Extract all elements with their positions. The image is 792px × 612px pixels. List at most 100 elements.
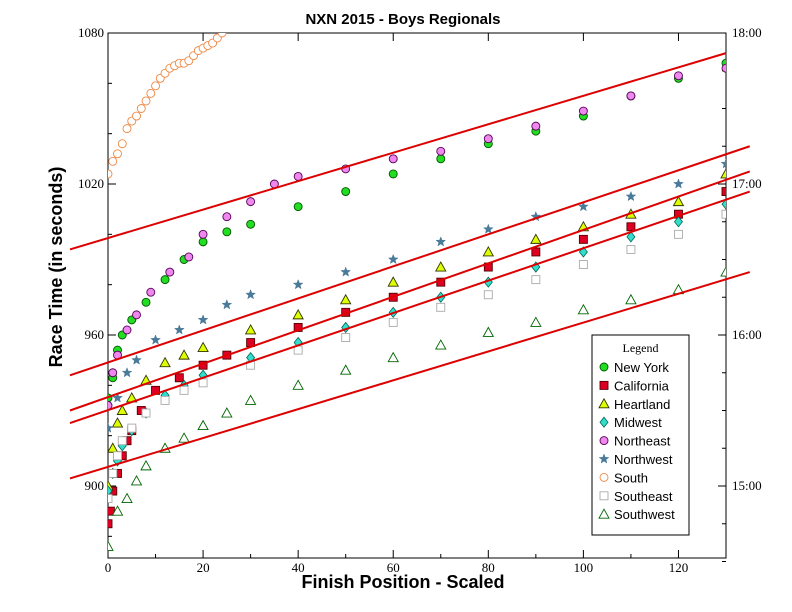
- data-point: [625, 190, 637, 202]
- x-tick-label: 40: [292, 560, 305, 575]
- data-point: [721, 63, 726, 73]
- legend-label: Northwest: [614, 452, 673, 467]
- data-point: [387, 351, 399, 363]
- data-point: [150, 334, 161, 345]
- data-point: [293, 171, 303, 181]
- data-point: [388, 317, 398, 327]
- x-tick-label: 100: [574, 560, 594, 575]
- data-point: [244, 324, 257, 335]
- trend-line: [69, 271, 751, 480]
- data-point: [387, 253, 399, 265]
- data-point: [131, 354, 142, 365]
- data-point: [111, 417, 124, 428]
- legend-label: Southeast: [614, 489, 673, 504]
- data-point: [246, 197, 256, 207]
- trend-lines: [69, 52, 751, 480]
- data-point: [339, 293, 352, 305]
- data-point: [292, 308, 304, 320]
- series-southeast: [108, 209, 726, 504]
- data-point: [198, 378, 208, 388]
- data-point: [117, 139, 127, 149]
- data-point: [179, 385, 189, 395]
- data-point: [721, 187, 726, 197]
- legend-marker: [599, 380, 609, 390]
- data-point: [482, 326, 495, 337]
- data-point: [483, 290, 493, 300]
- data-point: [222, 212, 232, 222]
- data-point: [293, 323, 303, 332]
- data-point: [197, 314, 209, 325]
- data-point: [113, 451, 122, 461]
- data-point: [146, 287, 156, 297]
- data-point: [221, 299, 233, 310]
- legend-marker: [598, 397, 610, 409]
- data-point: [140, 459, 152, 471]
- data-point: [672, 195, 685, 207]
- data-point: [435, 339, 447, 350]
- data-point: [482, 223, 494, 234]
- data-point: [721, 209, 726, 219]
- data-point: [720, 158, 726, 169]
- y2-tick-label: 16:00: [732, 327, 762, 342]
- data-point: [122, 124, 132, 134]
- data-point: [626, 231, 636, 243]
- data-point: [577, 303, 590, 315]
- legend-marker: [598, 453, 610, 464]
- y2-tick-label: 15:00: [732, 478, 762, 493]
- x-tick-label: 80: [482, 560, 495, 575]
- legend-label: Southwest: [614, 507, 675, 522]
- data-point: [674, 229, 683, 239]
- data-point: [108, 169, 113, 179]
- data-point: [141, 96, 151, 106]
- data-point: [531, 275, 541, 285]
- data-point: [159, 356, 171, 368]
- data-point: [673, 216, 683, 228]
- series-northwest: [108, 158, 726, 433]
- data-point: [108, 468, 118, 478]
- data-point: [293, 202, 303, 212]
- y-tick-label: 900: [85, 478, 105, 493]
- data-point: [130, 475, 143, 486]
- series-southwest: [108, 266, 726, 551]
- data-point: [720, 168, 726, 179]
- legend-marker: [599, 491, 609, 501]
- data-point: [436, 302, 446, 312]
- data-point: [292, 278, 304, 290]
- data-point: [174, 373, 184, 383]
- x-tick-label: 120: [669, 560, 689, 575]
- trend-line: [69, 170, 751, 412]
- data-point: [578, 106, 588, 116]
- data-point: [108, 156, 118, 166]
- data-point: [625, 293, 637, 305]
- legend: Legend New York California Heartland Midwest…: [591, 334, 690, 536]
- data-point: [244, 394, 257, 405]
- legend-marker: [599, 416, 609, 428]
- data-point: [198, 229, 208, 239]
- data-point: [578, 234, 588, 244]
- data-point: [112, 392, 123, 403]
- y2-tick-label: 18:00: [732, 25, 762, 40]
- data-point: [121, 492, 133, 504]
- data-point: [436, 154, 446, 164]
- data-point: [673, 178, 684, 189]
- data-point: [217, 33, 227, 38]
- data-point: [531, 121, 541, 131]
- data-point: [117, 436, 127, 446]
- data-point: [173, 324, 185, 335]
- data-point: [141, 408, 151, 418]
- trend-line: [69, 52, 727, 251]
- data-point: [111, 505, 124, 516]
- data-point: [108, 494, 113, 504]
- data-point: [387, 276, 399, 287]
- data-point: [160, 275, 170, 285]
- data-point: [339, 364, 352, 375]
- legend-label: New York: [614, 360, 669, 375]
- data-point: [720, 266, 726, 277]
- trend-line: [69, 190, 751, 425]
- data-point: [121, 367, 133, 378]
- data-point: [388, 154, 398, 164]
- data-point: [197, 341, 209, 353]
- data-point: [340, 266, 352, 277]
